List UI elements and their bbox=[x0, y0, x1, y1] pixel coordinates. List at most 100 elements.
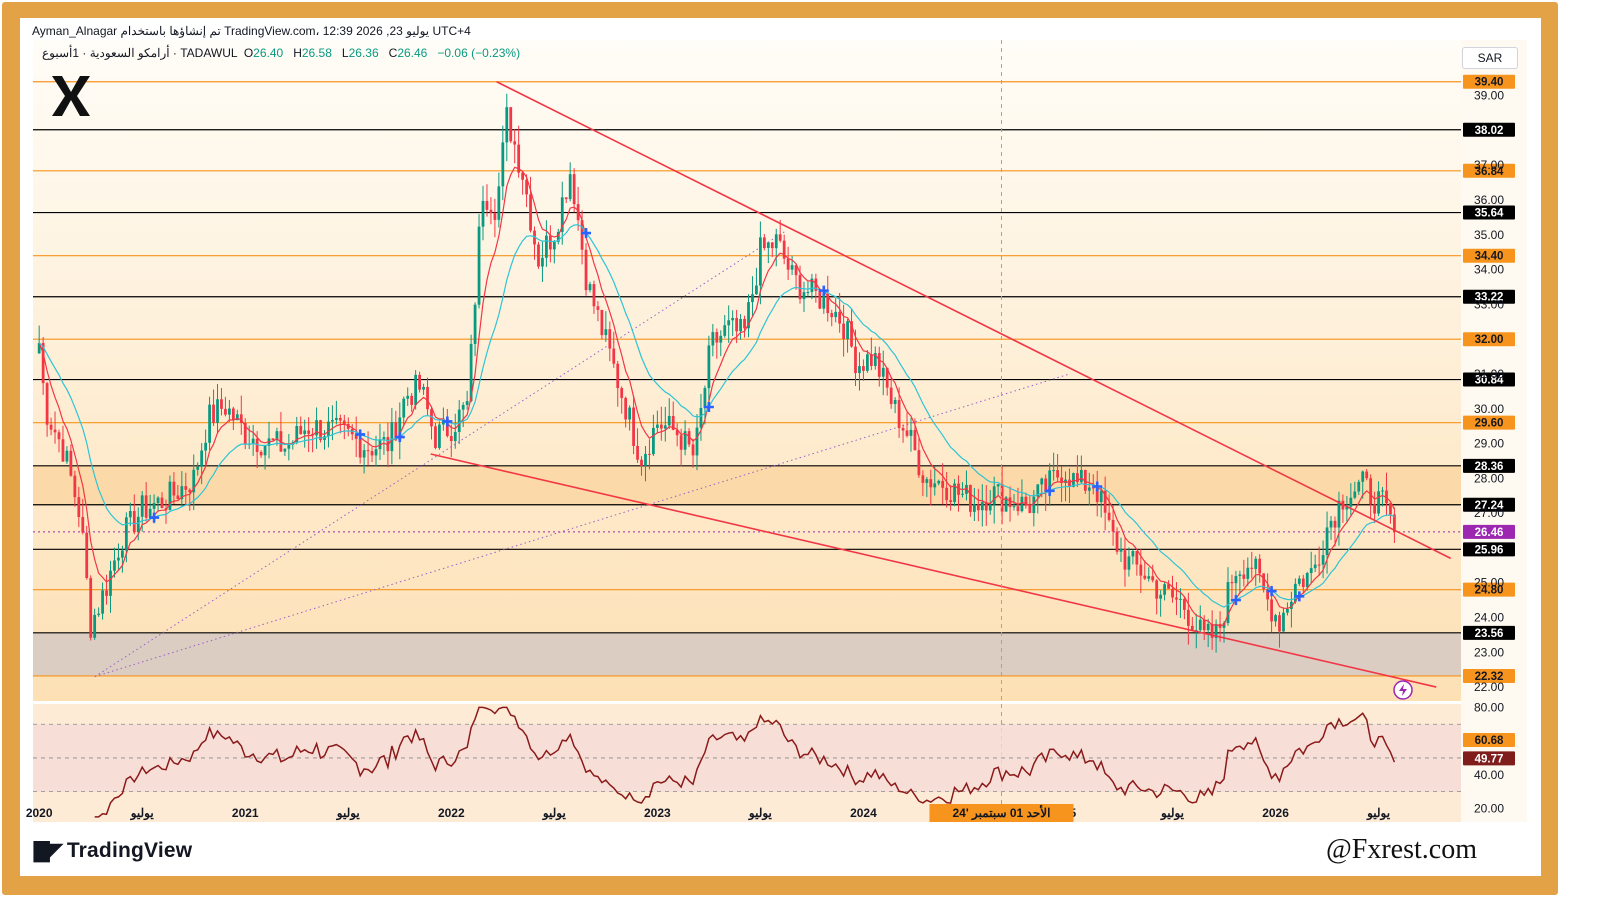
candle-body-139 bbox=[588, 284, 592, 291]
candle-body-48 bbox=[228, 408, 231, 415]
candle-body-69 bbox=[311, 433, 314, 436]
candle-body-282 bbox=[1155, 580, 1159, 599]
candle-body-23 bbox=[128, 511, 132, 518]
candle-body-35 bbox=[176, 495, 180, 500]
rsi-line bbox=[94, 706, 1396, 818]
candle-body-8 bbox=[69, 450, 73, 476]
candle-body-287 bbox=[1175, 597, 1178, 600]
candle-body-303 bbox=[1238, 574, 1242, 577]
candle-body-80 bbox=[354, 434, 358, 439]
time-tick-5: يوليو bbox=[542, 806, 567, 821]
alert-icon[interactable] bbox=[1393, 680, 1413, 700]
candle-body-316 bbox=[1290, 601, 1293, 609]
candle-body-151 bbox=[636, 445, 639, 460]
close-label: C bbox=[388, 46, 398, 60]
price-tick-28.00: 28.00 bbox=[1474, 471, 1504, 485]
level-tag-22.32 bbox=[1463, 668, 1515, 683]
level-tag-39.40 bbox=[1463, 74, 1515, 89]
candle-body-206 bbox=[854, 346, 857, 374]
candle-body-291 bbox=[1190, 625, 1194, 631]
ma-fast-line bbox=[38, 166, 1395, 627]
candle-body-127 bbox=[541, 257, 544, 267]
candle-body-157 bbox=[659, 424, 663, 429]
level-label-32.00: 32.00 bbox=[1475, 334, 1504, 346]
candle-body-44 bbox=[212, 404, 215, 423]
candle-body-121 bbox=[517, 144, 521, 173]
candle-body-180 bbox=[751, 294, 754, 303]
candle-body-279 bbox=[1143, 575, 1147, 579]
candle-body-334 bbox=[1361, 471, 1365, 482]
candle-body-214 bbox=[885, 367, 889, 388]
currency-button[interactable]: SAR bbox=[1462, 47, 1518, 69]
price-tick-33.00: 33.00 bbox=[1474, 297, 1504, 311]
candle-body-337 bbox=[1373, 504, 1376, 514]
candle-body-95 bbox=[414, 374, 418, 405]
candle-body-10 bbox=[77, 497, 81, 518]
candle-body-93 bbox=[406, 395, 410, 399]
candle-body-125 bbox=[533, 230, 536, 245]
candle-body-189 bbox=[786, 258, 790, 270]
level-tag-29.60 bbox=[1463, 415, 1515, 430]
candle-body-223 bbox=[921, 475, 925, 483]
candles bbox=[37, 93, 1396, 653]
candle-body-300 bbox=[1226, 582, 1230, 624]
candle-body-305 bbox=[1246, 567, 1250, 579]
candle-body-177 bbox=[739, 318, 742, 332]
candle-body-158 bbox=[663, 425, 667, 429]
level-label-34.40: 34.40 bbox=[1475, 251, 1504, 263]
candle-body-143 bbox=[604, 329, 608, 336]
candle-body-124 bbox=[529, 194, 532, 231]
candle-body-221 bbox=[913, 429, 917, 451]
candle-body-202 bbox=[838, 311, 842, 324]
last-price-tag bbox=[1463, 524, 1515, 539]
chart-author-line: Ayman_Alnagar تم إنشاؤها باستخدام Tradin… bbox=[32, 24, 471, 38]
candle-body-250 bbox=[1028, 505, 1032, 514]
symbol-name[interactable]: أرامكو السعودية · 1أسبوع · TADAWUL bbox=[42, 46, 238, 60]
candle-body-275 bbox=[1127, 556, 1131, 570]
candle-body-253 bbox=[1040, 478, 1044, 485]
candle-body-276 bbox=[1131, 551, 1135, 557]
trendline-1 bbox=[430, 453, 1437, 688]
candle-body-98 bbox=[426, 386, 429, 410]
candle-body-38 bbox=[188, 489, 192, 493]
trendline-0 bbox=[496, 81, 1452, 560]
candle-body-162 bbox=[679, 435, 683, 450]
level-label-39.40: 39.40 bbox=[1475, 77, 1504, 89]
candle-body-144 bbox=[608, 329, 612, 349]
candle-body-113 bbox=[485, 200, 489, 210]
candle-body-129 bbox=[548, 235, 552, 250]
open-label: O bbox=[243, 46, 254, 60]
candle-body-254 bbox=[1044, 478, 1048, 493]
candle-body-100 bbox=[434, 426, 437, 448]
candle-body-6 bbox=[61, 439, 65, 462]
candle-body-126 bbox=[537, 244, 540, 267]
candle-body-190 bbox=[790, 265, 794, 270]
time-tick-4: 2022 bbox=[438, 806, 465, 820]
candle-body-238 bbox=[980, 502, 984, 511]
price-tick-37.00: 37.00 bbox=[1474, 158, 1504, 172]
candle-body-24 bbox=[132, 511, 136, 533]
candle-body-263 bbox=[1079, 469, 1083, 483]
candle-body-237 bbox=[976, 504, 980, 511]
candle-body-228 bbox=[941, 480, 945, 488]
candle-body-63 bbox=[287, 444, 291, 449]
horizontal-levels bbox=[33, 81, 1461, 677]
candle-body-138 bbox=[584, 249, 588, 291]
candle-body-229 bbox=[945, 487, 949, 501]
candle-body-246 bbox=[1012, 506, 1016, 508]
candle-body-312 bbox=[1274, 615, 1277, 622]
candle-body-288 bbox=[1179, 598, 1182, 600]
candle-body-212 bbox=[877, 353, 881, 377]
candle-body-59 bbox=[271, 438, 275, 441]
candle-body-92 bbox=[402, 398, 406, 418]
candle-body-15 bbox=[97, 613, 101, 615]
cross-marker-198 bbox=[818, 285, 829, 296]
price-tick-22.00: 22.00 bbox=[1474, 680, 1504, 694]
time-tick-1: يوليو bbox=[130, 806, 155, 821]
level-tag-30.84 bbox=[1463, 372, 1515, 387]
candle-body-297 bbox=[1214, 623, 1218, 638]
candle-body-309 bbox=[1262, 573, 1266, 590]
candle-body-240 bbox=[988, 504, 992, 511]
candle-body-225 bbox=[929, 479, 933, 488]
